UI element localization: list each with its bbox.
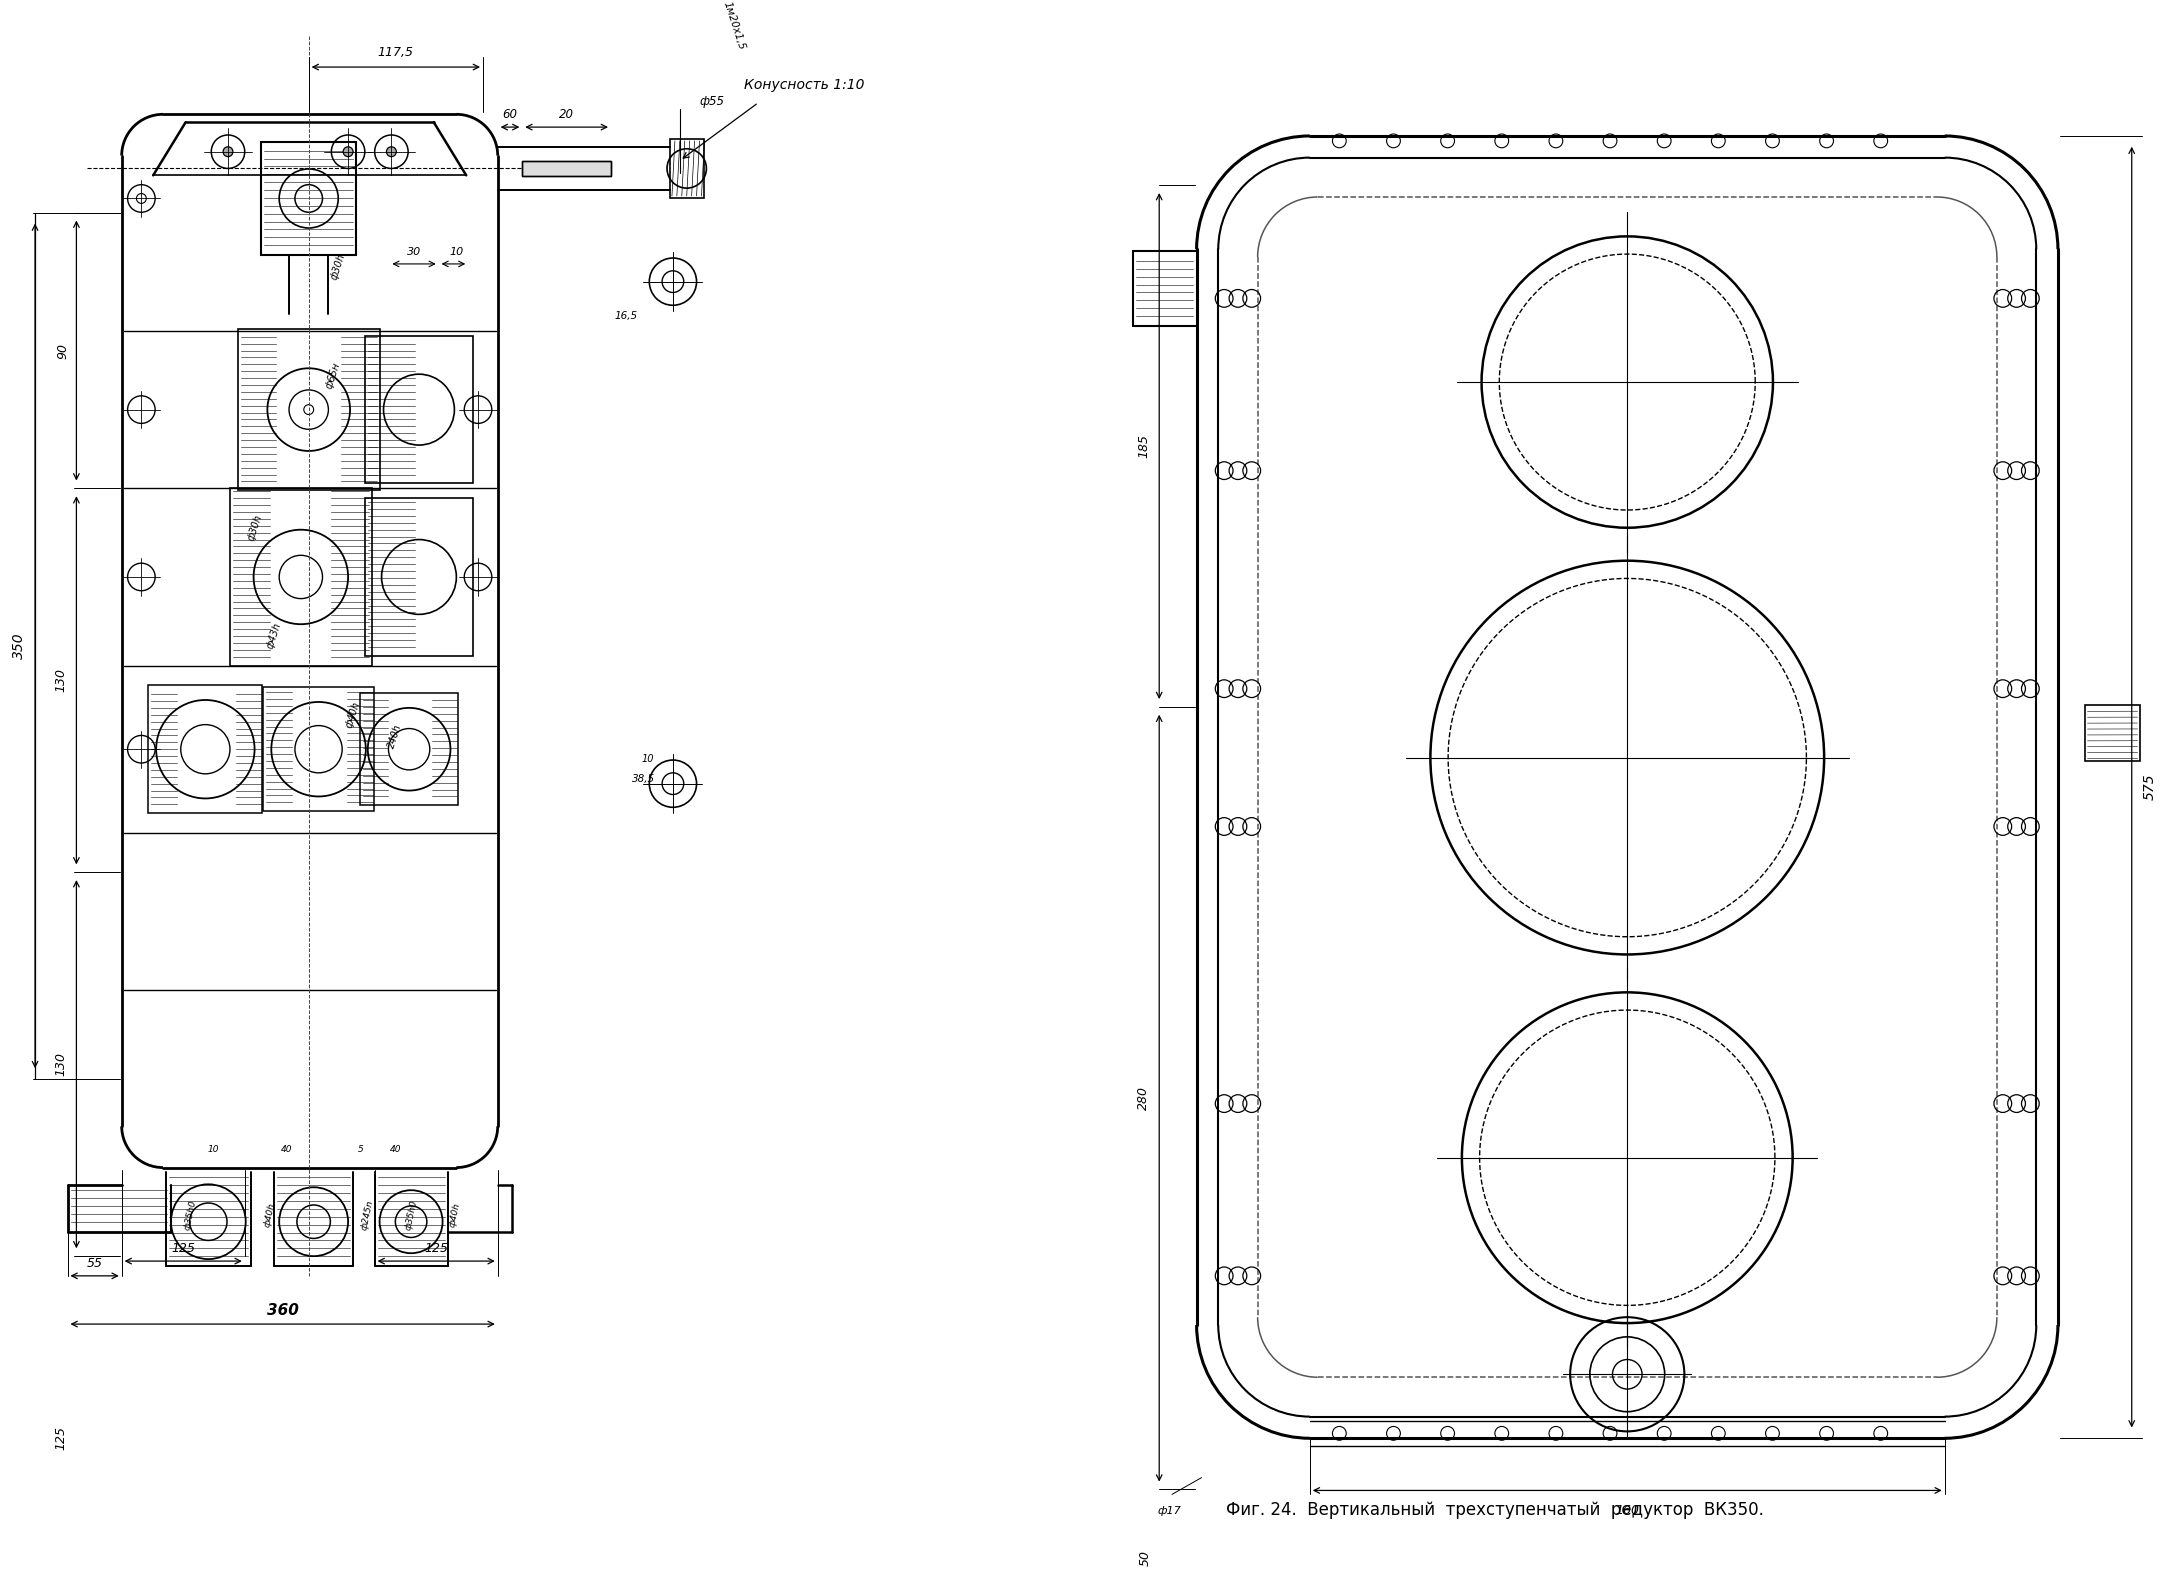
Bar bbox=[2086, 705, 2140, 760]
Text: 125: 125 bbox=[54, 1426, 67, 1450]
Bar bbox=[230, 489, 373, 666]
Bar bbox=[264, 144, 353, 253]
Text: 60: 60 bbox=[503, 108, 518, 120]
Text: 30: 30 bbox=[407, 247, 420, 258]
Text: 130: 130 bbox=[54, 669, 67, 692]
Text: 55: 55 bbox=[87, 1257, 102, 1270]
Bar bbox=[238, 329, 379, 490]
Bar bbox=[331, 490, 370, 664]
Bar bbox=[232, 490, 271, 664]
Bar bbox=[169, 1172, 249, 1265]
Bar bbox=[340, 330, 377, 489]
Text: ф65н: ф65н bbox=[325, 360, 342, 389]
Bar bbox=[364, 498, 472, 656]
Text: 1м20х1,5: 1м20х1,5 bbox=[721, 0, 747, 51]
Text: 40: 40 bbox=[390, 1145, 401, 1154]
Text: 185: 185 bbox=[1137, 435, 1150, 458]
Text: 50: 50 bbox=[1139, 1551, 1152, 1567]
Text: 10: 10 bbox=[641, 754, 654, 764]
Bar bbox=[364, 335, 472, 484]
Text: 90: 90 bbox=[56, 343, 69, 359]
Text: 360: 360 bbox=[266, 1303, 299, 1319]
Circle shape bbox=[386, 147, 396, 157]
Text: ф30h: ф30h bbox=[245, 514, 264, 542]
Text: ф35h0: ф35h0 bbox=[403, 1198, 418, 1230]
Bar bbox=[669, 139, 704, 198]
Text: ф35h0: ф35h0 bbox=[182, 1198, 199, 1230]
Text: ф55: ф55 bbox=[700, 95, 726, 108]
Bar bbox=[69, 1187, 169, 1230]
Bar bbox=[347, 689, 375, 809]
Text: ф245n: ф245n bbox=[360, 1198, 375, 1230]
Text: ф40h: ф40h bbox=[262, 1202, 277, 1228]
Circle shape bbox=[223, 147, 234, 157]
Bar bbox=[360, 692, 459, 805]
Text: 240h: 240h bbox=[388, 723, 403, 749]
Text: 125: 125 bbox=[425, 1241, 448, 1255]
Text: 20: 20 bbox=[559, 108, 574, 120]
Text: 10: 10 bbox=[208, 1145, 219, 1154]
Text: 117,5: 117,5 bbox=[377, 46, 414, 58]
Text: ф40h: ф40h bbox=[344, 700, 362, 729]
Bar bbox=[362, 696, 390, 803]
Bar bbox=[377, 1172, 446, 1265]
Bar bbox=[1135, 253, 1193, 324]
Bar bbox=[147, 685, 262, 813]
Text: Конусность 1:10: Конусность 1:10 bbox=[743, 77, 864, 92]
Bar bbox=[266, 689, 292, 809]
Bar bbox=[264, 688, 375, 811]
Text: 5: 5 bbox=[357, 1145, 364, 1154]
Bar bbox=[522, 161, 611, 177]
Bar bbox=[262, 142, 355, 255]
Text: 280: 280 bbox=[1137, 1086, 1150, 1110]
Text: 125: 125 bbox=[171, 1241, 195, 1255]
Text: 160: 160 bbox=[1616, 1504, 1640, 1516]
Text: ф40h: ф40h bbox=[448, 1202, 461, 1228]
Text: ф17: ф17 bbox=[1157, 1507, 1180, 1516]
Bar bbox=[366, 500, 416, 653]
Bar bbox=[366, 338, 416, 482]
Text: ф43h: ф43h bbox=[266, 621, 284, 650]
Bar bbox=[149, 688, 178, 811]
Text: 10: 10 bbox=[448, 247, 464, 258]
Text: 40: 40 bbox=[282, 1145, 292, 1154]
Bar bbox=[234, 688, 262, 811]
Bar bbox=[522, 161, 611, 177]
Bar bbox=[240, 330, 277, 489]
Text: 16,5: 16,5 bbox=[615, 311, 637, 321]
Bar bbox=[277, 1172, 351, 1265]
Text: 575: 575 bbox=[2142, 773, 2157, 800]
Text: 38,5: 38,5 bbox=[632, 773, 654, 784]
Text: 130: 130 bbox=[54, 1053, 67, 1077]
Bar bbox=[431, 696, 459, 803]
Text: Фиг. 24.  Вертикальный  трехступенчатый  редуктор  ВК350.: Фиг. 24. Вертикальный трехступенчатый ре… bbox=[1226, 1500, 1763, 1519]
Text: ф30h: ф30h bbox=[329, 253, 347, 281]
Circle shape bbox=[342, 147, 353, 157]
Text: 350: 350 bbox=[13, 632, 26, 659]
